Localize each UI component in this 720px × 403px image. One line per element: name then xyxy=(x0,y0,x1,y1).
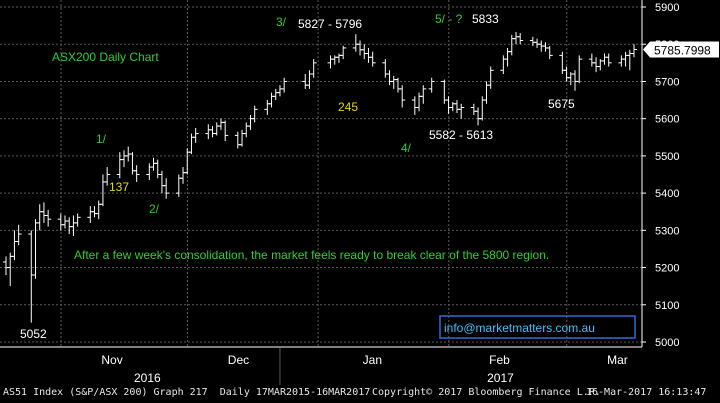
ohlc-bar xyxy=(420,85,427,104)
ohlc-bar xyxy=(104,167,111,186)
ohlc-bars xyxy=(3,31,637,323)
ohlc-bar xyxy=(163,178,170,199)
last-price-label: 5785.7998 xyxy=(654,44,711,58)
y-tick-label: 5100 xyxy=(655,300,679,312)
email-text: info@marketmatters.com.au xyxy=(444,321,595,335)
ohlc-bar xyxy=(281,77,288,93)
chart-annotation: 5/ - ? xyxy=(435,12,463,26)
footer-timestamp: 16-Mar-2017 16:13:47 xyxy=(586,387,707,398)
ohlc-bar xyxy=(517,33,524,45)
footer-left-text: AS51 Index (S&P/ASX 200) Graph 217 Daily… xyxy=(3,387,371,398)
ohlc-bar xyxy=(133,165,140,182)
chart-annotation: 1/ xyxy=(96,132,107,146)
y-tick-label: 5600 xyxy=(655,114,679,126)
chart-annotation: 5827 - 5796 xyxy=(298,17,362,31)
last-price-arrow xyxy=(643,41,650,58)
grid-lines xyxy=(0,0,642,347)
ohlc-bar xyxy=(74,213,81,227)
ohlc-bar xyxy=(192,127,199,143)
ohlc-bar xyxy=(631,44,637,58)
ohlc-bar xyxy=(310,59,317,78)
ohlc-bar xyxy=(15,224,22,246)
chart-annotation: 137 xyxy=(109,180,129,194)
chart-annotation: 3/ xyxy=(276,15,287,29)
chart-annotation: 5052 xyxy=(20,327,47,341)
chart-annotation: 2/ xyxy=(149,202,160,216)
year-label: 2017 xyxy=(487,371,514,385)
chart-annotation: 5582 - 5613 xyxy=(429,128,493,142)
y-tick-label: 5500 xyxy=(655,151,679,163)
ohlc-bar xyxy=(45,209,52,227)
ohlc-bar xyxy=(399,85,406,108)
y-tick-label: 5000 xyxy=(655,337,679,349)
bloomberg-footer: AS51 Index (S&P/ASX 200) Graph 217 Daily… xyxy=(0,385,720,403)
x-tick-label: Feb xyxy=(489,353,510,367)
email-box xyxy=(439,315,636,339)
axes: 5000510052005300540055005600570058005900… xyxy=(0,0,719,385)
ohlc-bar xyxy=(369,51,376,67)
year-label: 2016 xyxy=(134,371,161,385)
x-tick-label: Nov xyxy=(101,353,122,367)
chart-annotation: After a few week's consolidation, the ma… xyxy=(74,248,549,262)
y-tick-label: 5700 xyxy=(655,76,679,88)
x-tick-label: Mar xyxy=(607,353,628,367)
chart-annotation: 5833 xyxy=(472,12,499,26)
ohlc-bar xyxy=(340,45,347,60)
chart-annotation: 4/ xyxy=(401,141,412,155)
x-tick-label: Dec xyxy=(228,353,249,367)
ohlc-bar xyxy=(428,77,435,93)
price-chart: 5000510052005300540055005600570058005900… xyxy=(0,0,720,385)
ohlc-bar xyxy=(605,53,612,67)
ohlc-bar xyxy=(487,66,494,89)
ohlc-bar xyxy=(576,55,583,84)
chart-annotation: 245 xyxy=(338,100,358,114)
chart-annotation: 5675 xyxy=(548,97,575,111)
last-price-box xyxy=(650,41,719,58)
annotations: ASX200 Daily Chart 3/5827 - 5796 5/ - ? 583… xyxy=(20,12,636,341)
y-tick-label: 5200 xyxy=(655,263,679,275)
y-tick-label: 5300 xyxy=(655,225,679,237)
y-tick-label: 5400 xyxy=(655,188,679,200)
footer-copyright: Copyright© 2017 Bloomberg Finance L.P. xyxy=(372,387,601,398)
ohlc-bar xyxy=(251,105,258,123)
x-tick-label: Jan xyxy=(363,353,382,367)
y-tick-label: 5900 xyxy=(655,2,679,14)
ohlc-bar xyxy=(546,46,553,60)
ohlc-bar xyxy=(222,120,229,141)
ohlc-bar xyxy=(458,103,465,119)
chart-annotation: ASX200 Daily Chart xyxy=(52,50,159,64)
